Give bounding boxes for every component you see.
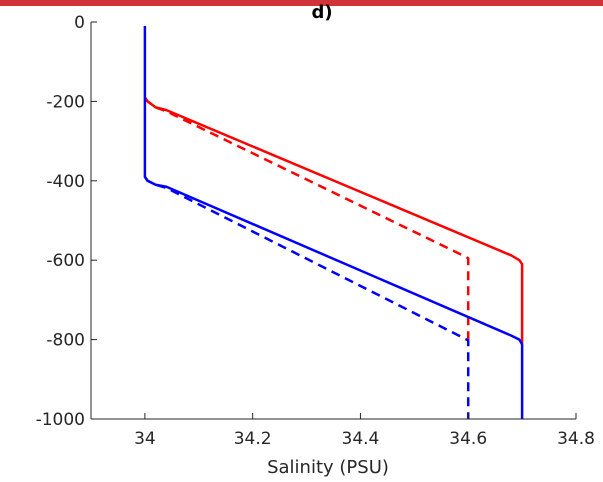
y-tick-label: -1000 [36,410,85,430]
y-tick-label: -800 [46,331,85,351]
series-line-2 [143,96,470,344]
y-tick-label: 0 [74,13,85,33]
panel-title: d) [311,2,332,23]
x-tick-label: 34.6 [449,429,487,449]
y-tick-label: -200 [46,92,85,112]
x-axis-label: Salinity (PSU) [267,457,389,478]
series-line-3 [143,25,524,419]
series-line-4 [143,176,470,419]
series-line-1 [143,96,524,344]
axes-group: 34 34.2 34.4 34.6 34.8 0 -200 -400 -600 -800 -1000 [36,13,595,449]
top-border-bar [0,0,603,6]
x-tick-label: 34.2 [234,429,272,449]
x-tick-label: 34 [134,429,156,449]
series-group [143,25,524,419]
x-tick-label: 34.8 [557,429,595,449]
y-tick-label: -400 [46,172,85,192]
x-tick-label: 34.4 [342,429,380,449]
y-tick-label: -600 [46,251,85,271]
